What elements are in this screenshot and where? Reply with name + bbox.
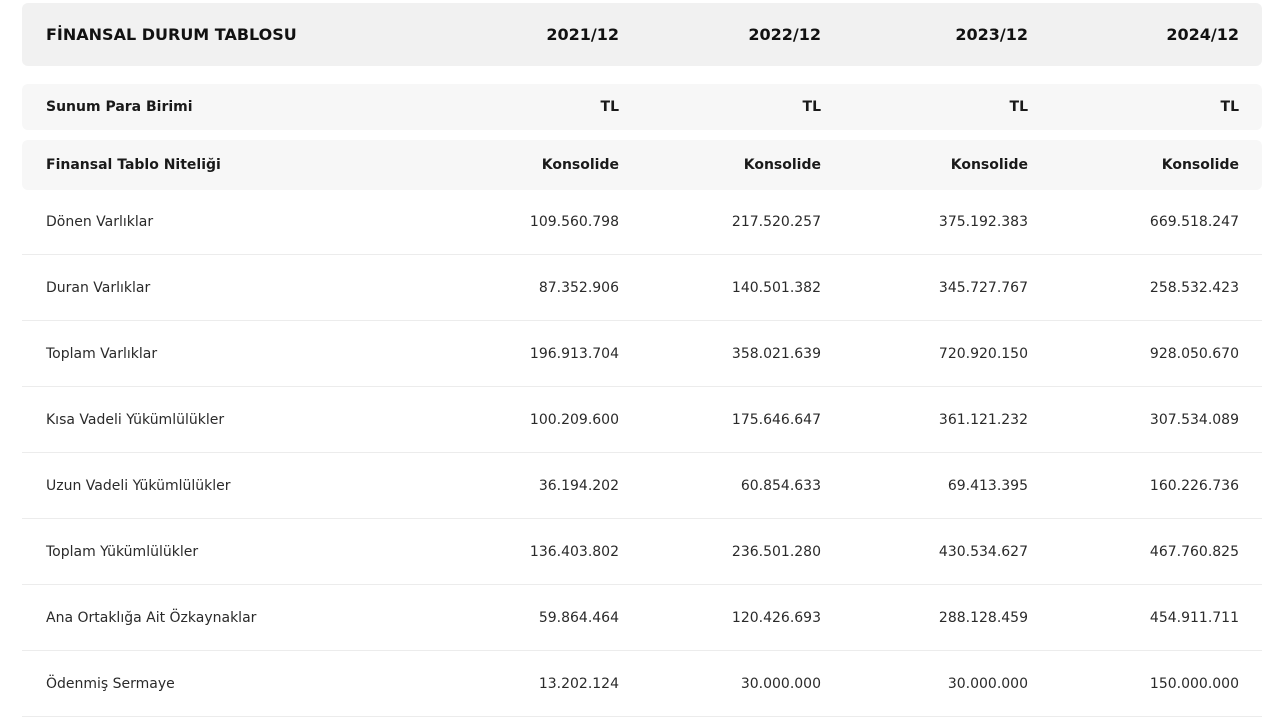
row-value: 150.000.000	[1149, 675, 1239, 692]
table-row: Kısa Vadeli Yükümlülükler 100.209.600 17…	[22, 387, 1262, 453]
table-row: Toplam Varlıklar 196.913.704 358.021.639…	[22, 321, 1262, 387]
row-value: 345.727.767	[938, 279, 1028, 296]
row-value: 430.534.627	[938, 543, 1028, 560]
table-row: Ana Ortaklığa Ait Özkaynaklar 59.864.464…	[22, 585, 1262, 651]
table-title: FİNANSAL DURUM TABLOSU	[46, 25, 297, 44]
row-value: 258.532.423	[1149, 279, 1239, 296]
row-value: 140.501.382	[731, 279, 821, 296]
row-value: 36.194.202	[538, 477, 619, 494]
row-value: Konsolide	[950, 157, 1028, 173]
row-value: 236.501.280	[731, 543, 821, 560]
table-row: Dönen Varlıklar 109.560.798 217.520.257 …	[22, 190, 1262, 255]
row-value: 30.000.000	[947, 675, 1028, 692]
period-header: 2024/12	[1166, 25, 1239, 44]
row-label: Ödenmiş Sermaye	[46, 675, 175, 692]
row-value: 13.202.124	[538, 675, 619, 692]
row-value: 720.920.150	[938, 345, 1028, 362]
statement-type-row: Finansal Tablo Niteliği Konsolide Konsol…	[22, 140, 1262, 190]
row-value: 307.534.089	[1149, 411, 1239, 428]
row-value: 120.426.693	[731, 609, 821, 626]
row-value: 175.646.647	[731, 411, 821, 428]
row-label: Toplam Yükümlülükler	[46, 543, 199, 560]
row-label: Uzun Vadeli Yükümlülükler	[46, 477, 231, 494]
row-value: 467.760.825	[1149, 543, 1239, 560]
row-value: 375.192.383	[938, 214, 1028, 230]
row-label: Ana Ortaklığa Ait Özkaynaklar	[46, 609, 257, 626]
row-value: 669.518.247	[1149, 214, 1239, 230]
row-value: 136.403.802	[529, 543, 619, 560]
row-label: Kısa Vadeli Yükümlülükler	[46, 411, 225, 428]
row-value: TL	[1009, 99, 1028, 115]
table-row: Uzun Vadeli Yükümlülükler 36.194.202 60.…	[22, 453, 1262, 519]
row-value: 59.864.464	[538, 609, 619, 626]
row-value: TL	[802, 99, 821, 115]
row-label: Toplam Varlıklar	[46, 345, 158, 362]
row-value: 196.913.704	[529, 345, 619, 362]
row-value: 160.226.736	[1149, 477, 1239, 494]
table-row: Ödenmiş Sermaye 13.202.124 30.000.000 30…	[22, 651, 1262, 717]
row-value: 109.560.798	[529, 214, 619, 230]
row-value: TL	[600, 99, 619, 115]
row-value: 358.021.639	[731, 345, 821, 362]
period-header: 2022/12	[748, 25, 821, 44]
currency-row: Sunum Para Birimi TL TL TL TL	[22, 84, 1262, 130]
row-value: 454.911.711	[1149, 609, 1239, 626]
row-label: Sunum Para Birimi	[46, 99, 193, 115]
table-header-row: FİNANSAL DURUM TABLOSU 2021/12 2022/12 2…	[22, 3, 1262, 66]
table-row: Duran Varlıklar 87.352.906 140.501.382 3…	[22, 255, 1262, 321]
row-value: 87.352.906	[538, 279, 619, 296]
row-value: 30.000.000	[740, 675, 821, 692]
row-value: 288.128.459	[938, 609, 1028, 626]
row-label: Duran Varlıklar	[46, 279, 151, 296]
row-value: 361.121.232	[938, 411, 1028, 428]
row-value: 100.209.600	[529, 411, 619, 428]
period-header: 2023/12	[955, 25, 1028, 44]
period-header: 2021/12	[546, 25, 619, 44]
row-value: 928.050.670	[1149, 345, 1239, 362]
row-value: Konsolide	[541, 157, 619, 173]
table-row: Toplam Yükümlülükler 136.403.802 236.501…	[22, 519, 1262, 585]
row-label: Dönen Varlıklar	[46, 214, 154, 230]
row-value: 60.854.633	[740, 477, 821, 494]
row-value: 69.413.395	[947, 477, 1028, 494]
row-value: 217.520.257	[731, 214, 821, 230]
row-value: Konsolide	[743, 157, 821, 173]
row-label: Finansal Tablo Niteliği	[46, 157, 221, 173]
row-value: TL	[1220, 99, 1239, 115]
financial-position-table: FİNANSAL DURUM TABLOSU 2021/12 2022/12 2…	[22, 3, 1262, 717]
row-value: Konsolide	[1161, 157, 1239, 173]
